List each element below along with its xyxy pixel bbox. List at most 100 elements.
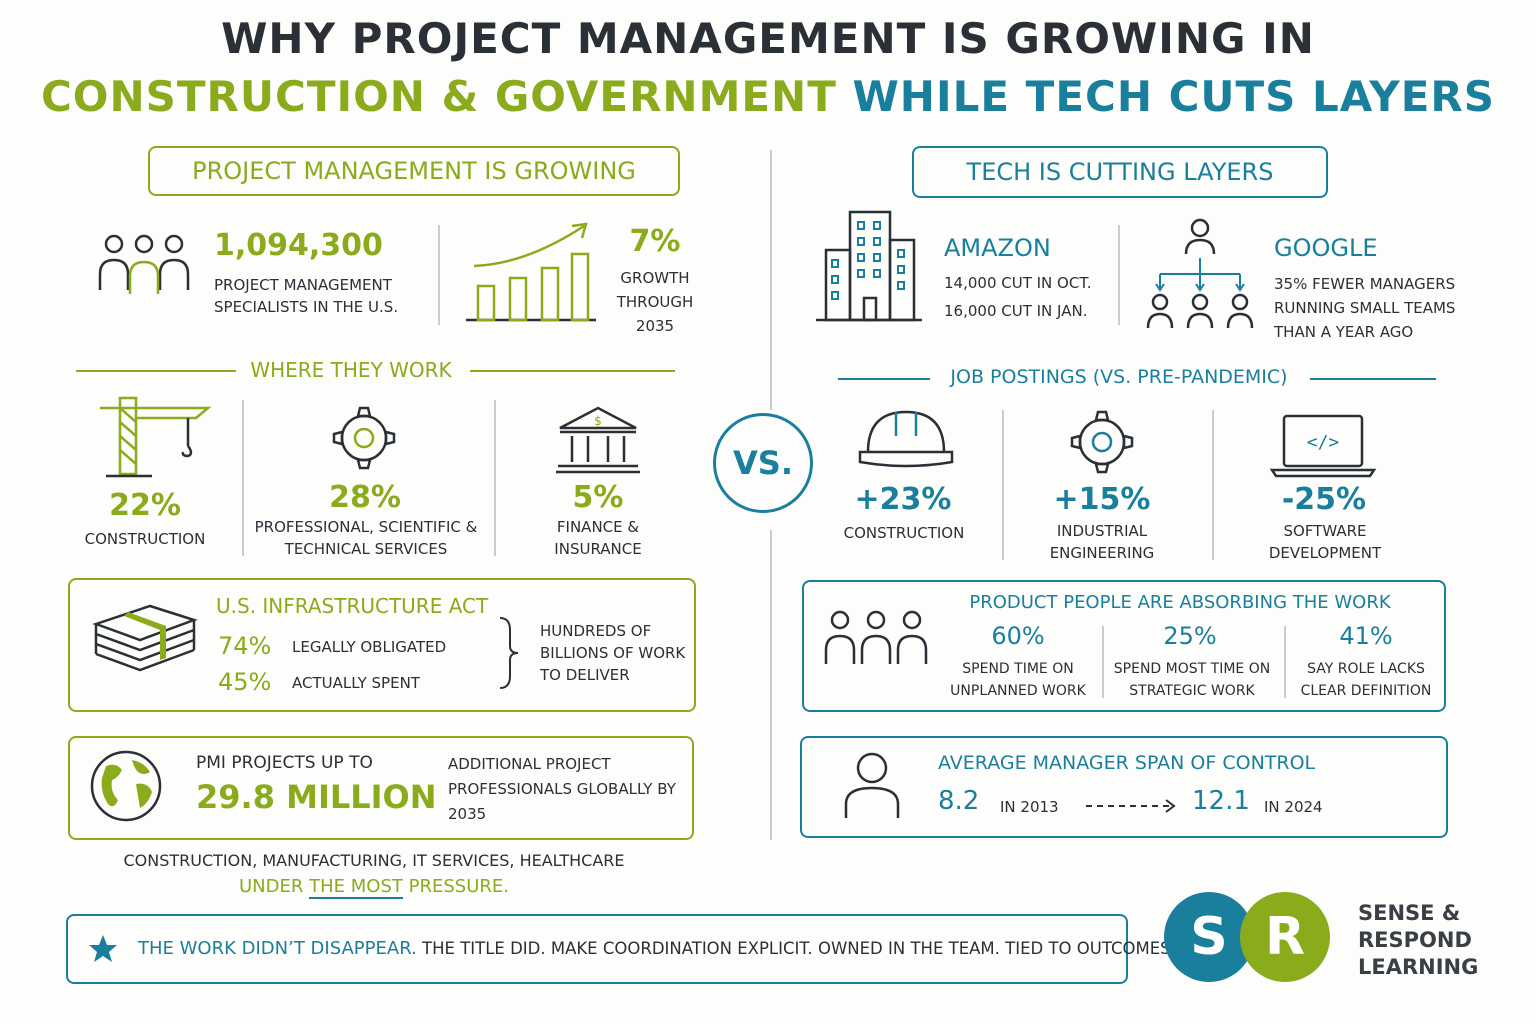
gear-icon (332, 406, 396, 470)
brand-line3: Learning (1358, 955, 1479, 979)
footer-rest: The title did. Make coordination explici… (422, 939, 1176, 958)
divider (438, 225, 440, 325)
bank-icon: $ (556, 406, 640, 474)
people-icon (824, 610, 928, 664)
google-line3: than a year ago (1274, 323, 1414, 341)
posting-change: +23% (854, 482, 952, 517)
footer-highlight: The work didn’t disappear. (138, 938, 417, 959)
sector-label: Finance & insurance (554, 518, 642, 558)
sector-percent: 22% (109, 488, 181, 523)
growth-percent: 7% (629, 224, 681, 259)
where-header: Where they work (250, 358, 452, 382)
posting-change: +15% (1053, 482, 1151, 517)
footer-text: The work didn’t disappear. The title did… (138, 938, 1176, 959)
growth-chart-icon (466, 222, 596, 322)
page-title-line1: Why project management is growing in (221, 14, 1315, 63)
google-line1: 35% fewer managers (1274, 275, 1456, 293)
span-to-value: 12.1 (1192, 786, 1250, 816)
star-icon (89, 935, 117, 962)
infra-title: U.S. Infrastructure Act (216, 594, 489, 618)
divider (1118, 225, 1120, 325)
posting-label: Construction (843, 524, 965, 542)
pmi-box (68, 736, 694, 840)
amazon-line2: 16,000 cut in Jan. (944, 302, 1088, 320)
span-to-year: in 2024 (1264, 798, 1323, 816)
brace-icon (499, 617, 519, 689)
brand-r-circle: R (1240, 892, 1330, 982)
amazon-name: Amazon (944, 234, 1051, 262)
pressure-line1: Construction, manufacturing, IT services… (123, 851, 625, 870)
people-icon (98, 234, 190, 294)
vs-badge: VS. (713, 413, 813, 513)
right-header-box: Tech is cutting layers (912, 146, 1328, 198)
postings-line-left (838, 378, 930, 380)
page-title-line2: Construction & Government while tech cut… (0, 72, 1536, 121)
postings-header: Job postings (vs. pre-pandemic) (950, 366, 1288, 388)
divider (1212, 410, 1214, 560)
laptop-code-icon: </> (1269, 414, 1377, 478)
money-stack-icon (92, 604, 198, 672)
sector-label: Professional, scientific & technical ser… (254, 518, 478, 558)
infra-obligated-pct: 74% (218, 632, 272, 660)
span-from-value: 8.2 (938, 786, 980, 816)
product-stat-label: Say role lacks clear definition (1300, 661, 1432, 699)
divider (1002, 410, 1004, 560)
pressure-line2: under the most pressure. (40, 876, 708, 899)
divider (242, 400, 244, 556)
pmi-number: 29.8 Million (196, 778, 437, 816)
dashed-arrow-icon (1086, 799, 1176, 813)
center-divider-bottom (770, 530, 772, 840)
postings-line-right (1310, 378, 1436, 380)
product-stat-percent: 25% (1163, 622, 1217, 650)
infra-spent-label: Actually spent (292, 674, 420, 692)
divider (1102, 626, 1104, 698)
center-divider-top (770, 150, 772, 410)
hard-hat-icon (858, 410, 954, 468)
title-tech-cuts: while tech cuts layers (852, 72, 1495, 121)
product-title: Product people are absorbing the work (969, 592, 1391, 613)
product-stat-percent: 60% (991, 622, 1045, 650)
span-from-year: in 2013 (1000, 798, 1059, 816)
specialists-label: Project management specialists in the U.… (214, 276, 399, 316)
divider (494, 400, 496, 556)
svg-text:$: $ (594, 414, 602, 428)
svg-text:</>: </> (1307, 432, 1340, 453)
where-line-right (470, 370, 675, 372)
infra-note: Hundreds of billions of work to deliver (540, 622, 686, 684)
google-line2: running small teams (1274, 299, 1456, 317)
posting-label: Software development (1268, 522, 1382, 562)
amazon-line1: 14,000 cut in Oct. (944, 274, 1092, 292)
org-chart-icon (1146, 218, 1254, 329)
left-header: Project management is growing (192, 157, 636, 185)
posting-label: Industrial engineering (1049, 522, 1155, 562)
infra-spent-pct: 45% (218, 668, 272, 696)
crane-icon (100, 396, 212, 478)
person-icon (844, 752, 900, 818)
brand-line2: Respond (1358, 928, 1472, 952)
product-stat-label: Spend most time on strategic work (1113, 661, 1271, 699)
pressure-under: under (239, 876, 304, 897)
pmi-intro: PMI projects up to (196, 753, 373, 773)
infra-obligated-label: Legally obligated (292, 638, 447, 656)
product-box (802, 580, 1446, 712)
building-icon (816, 210, 922, 322)
pressure-end: pressure. (408, 876, 509, 897)
brand-s-circle: S (1164, 892, 1254, 982)
where-line-left (76, 370, 236, 372)
specialists-number: 1,094,300 (214, 228, 383, 263)
title-construction-government: Construction & Government (40, 72, 837, 121)
product-stat-percent: 41% (1339, 622, 1393, 650)
left-header-box: Project management is growing (148, 146, 680, 196)
google-name: Google (1274, 234, 1378, 262)
globe-icon (90, 750, 162, 822)
product-stat-label: Spend time on unplanned work (950, 661, 1086, 699)
span-box (800, 736, 1448, 838)
span-title: Average manager span of control (938, 752, 1316, 774)
sector-percent: 5% (572, 480, 624, 515)
divider (1284, 626, 1286, 698)
pmi-label: Additional project professionals globall… (448, 755, 676, 823)
brand-wordmark: Sense & Respond Learning (1358, 900, 1478, 981)
brand-line1: Sense & (1358, 901, 1461, 925)
growth-label: Growth through 2035 (616, 269, 694, 335)
gear-icon (1070, 410, 1134, 474)
